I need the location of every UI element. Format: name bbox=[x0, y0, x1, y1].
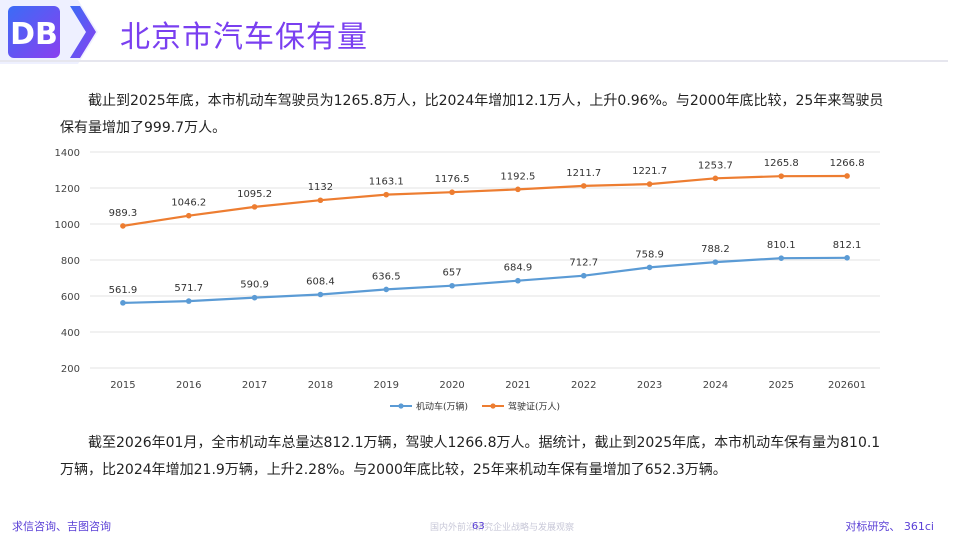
data-label: 561.9 bbox=[109, 285, 138, 296]
summary-paragraph: 截至2026年01月，全市机动车总量达812.1万辆，驾驶人1266.8万人。据… bbox=[60, 435, 881, 478]
page-number: 63 bbox=[472, 521, 485, 532]
data-label: 812.1 bbox=[833, 240, 862, 251]
data-point bbox=[778, 173, 785, 179]
data-point bbox=[185, 298, 192, 304]
data-label: 1265.8 bbox=[764, 158, 799, 169]
data-point bbox=[383, 286, 390, 293]
data-label: 758.9 bbox=[635, 249, 664, 260]
series-line bbox=[122, 174, 848, 227]
y-tick-label: 600 bbox=[61, 292, 80, 303]
data-label: 810.1 bbox=[767, 240, 796, 251]
line-chart: 200 400 600 800 1000 1200 1400 2015 2016 2017 2018… bbox=[50, 140, 910, 420]
y-tick-label: 1200 bbox=[55, 184, 80, 195]
data-point bbox=[515, 277, 521, 284]
logo: DB bbox=[0, 0, 100, 64]
data-point bbox=[712, 175, 719, 182]
data-point bbox=[778, 255, 785, 261]
data-label: 1046.2 bbox=[171, 198, 206, 209]
data-label: 1266.8 bbox=[830, 158, 865, 169]
header: DB 北京市汽车保有量 bbox=[0, 0, 960, 64]
y-tick-label: 1000 bbox=[55, 220, 80, 231]
x-tick-label: 2021 bbox=[505, 380, 530, 391]
data-label: 1132 bbox=[308, 182, 333, 193]
data-point bbox=[844, 173, 850, 179]
data-point bbox=[120, 300, 126, 306]
footer-left-text: 求信咨询、吉图咨询 bbox=[12, 520, 111, 533]
data-label: 636.5 bbox=[372, 271, 401, 282]
data-label: 1211.7 bbox=[566, 168, 601, 179]
legend-entry: 机动车(万辆) bbox=[416, 401, 468, 413]
data-label: 571.7 bbox=[174, 283, 203, 294]
data-label: 657 bbox=[443, 268, 462, 279]
data-label: 1221.7 bbox=[632, 166, 667, 177]
footer-right-text: 对标研究、 361ci bbox=[845, 520, 934, 533]
series-line bbox=[122, 256, 848, 304]
data-point bbox=[580, 272, 587, 279]
x-tick-label: 202601 bbox=[828, 380, 866, 391]
data-label: 1163.1 bbox=[369, 177, 404, 188]
data-point bbox=[515, 186, 521, 193]
x-tick-label: 2018 bbox=[308, 380, 333, 391]
data-label: 684.9 bbox=[504, 263, 533, 274]
data-label: 989.3 bbox=[109, 208, 138, 219]
logo-mark-icon: DB bbox=[0, 0, 100, 64]
data-point bbox=[712, 259, 719, 265]
legend-marker bbox=[398, 403, 404, 409]
x-tick-label: 2024 bbox=[703, 380, 728, 391]
data-label: 608.4 bbox=[306, 276, 335, 287]
data-point bbox=[185, 212, 192, 219]
data-point bbox=[317, 291, 324, 298]
header-divider bbox=[0, 60, 948, 62]
data-point bbox=[449, 282, 455, 289]
x-tick-label: 2020 bbox=[439, 380, 464, 391]
footer-watermark: 国内外前沿研究企业战略与发展观察 bbox=[430, 523, 575, 533]
data-label: 590.9 bbox=[240, 280, 269, 291]
data-point bbox=[449, 189, 455, 196]
y-tick-label: 200 bbox=[61, 364, 80, 375]
x-tick-label: 2017 bbox=[242, 380, 267, 391]
data-label: 1253.7 bbox=[698, 160, 733, 171]
data-point bbox=[580, 183, 587, 189]
x-tick-label: 2019 bbox=[374, 380, 399, 391]
y-tick-label: 1400 bbox=[55, 148, 80, 159]
data-point bbox=[251, 204, 258, 210]
data-point bbox=[120, 223, 126, 229]
legend-entry: 驾驶证(万人) bbox=[508, 401, 560, 413]
x-tick-label: 2016 bbox=[176, 380, 201, 391]
x-tick-label: 2025 bbox=[769, 380, 794, 391]
data-point bbox=[646, 264, 653, 271]
x-tick-label: 2022 bbox=[571, 380, 596, 391]
x-tick-label: 2015 bbox=[110, 380, 135, 391]
data-label: 788.2 bbox=[701, 244, 730, 255]
svg-text:DB: DB bbox=[10, 17, 58, 52]
data-label: 1176.5 bbox=[435, 174, 470, 185]
x-tick-label: 2023 bbox=[637, 380, 662, 391]
data-point bbox=[844, 255, 850, 261]
data-label: 1192.5 bbox=[500, 171, 535, 182]
chart-svg: 200 400 600 800 1000 1200 1400 2015 2016 2017 2018… bbox=[55, 148, 880, 413]
data-label: 712.7 bbox=[569, 258, 598, 269]
data-point bbox=[251, 294, 258, 301]
intro-paragraph: 截止到2025年底，本市机动车驾驶员为1265.8万人，比2024年增加12.1… bbox=[60, 93, 884, 136]
data-point bbox=[383, 191, 390, 198]
data-point bbox=[317, 197, 324, 204]
data-label: 1095.2 bbox=[237, 189, 272, 200]
y-tick-label: 400 bbox=[61, 328, 80, 339]
data-point bbox=[646, 181, 653, 187]
page-title: 北京市汽车保有量 bbox=[120, 20, 368, 55]
y-tick-label: 800 bbox=[61, 256, 80, 267]
legend-marker bbox=[490, 403, 496, 409]
